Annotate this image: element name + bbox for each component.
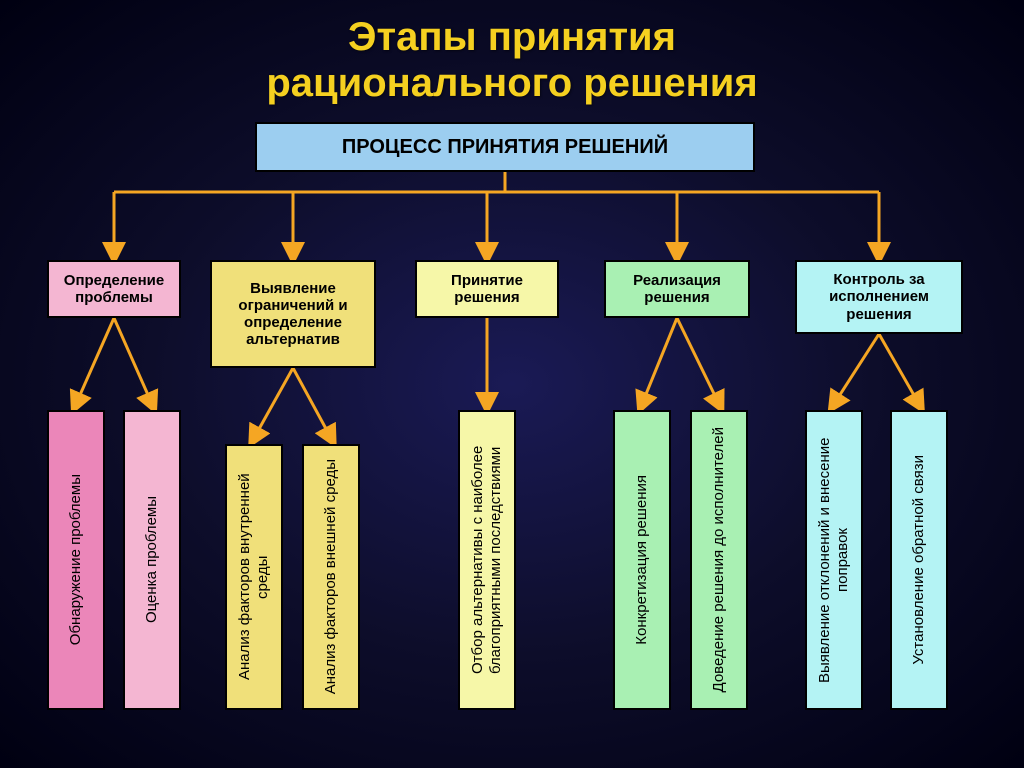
leaf-label: Доведение решения до исполнителей — [710, 427, 728, 692]
stage-label: Принятие решения — [423, 272, 551, 307]
leaf-label: Отбор альтернативы с наиболее благоприят… — [469, 418, 505, 702]
stage-label: Выявление ограничений и определение альт… — [218, 280, 368, 349]
leaf-box: Отбор альтернативы с наиболее благоприят… — [458, 410, 516, 710]
stage-s1: Определение проблемы — [47, 260, 181, 318]
leaf-label: Обнаружение проблемы — [67, 474, 85, 645]
stage-label: Реализация решения — [612, 272, 742, 307]
leaf-label: Анализ факторов внутренней среды — [236, 452, 272, 702]
title-line-1: Этапы принятия — [348, 15, 676, 59]
stage-label: Определение проблемы — [55, 272, 173, 307]
leaf-label: Установление обратной связи — [910, 455, 928, 665]
leaf-label: Оценка проблемы — [143, 496, 161, 623]
stage-s5: Контроль за исполнением решения — [795, 260, 963, 334]
leaf-box: Выявление отклонений и внесение поправок — [805, 410, 863, 710]
leaf-box: Установление обратной связи — [890, 410, 948, 710]
leaf-box: Конкретизация решения — [613, 410, 671, 710]
page-title: Этапы принятия рационального решения — [0, 0, 1024, 106]
leaf-box: Оценка проблемы — [123, 410, 181, 710]
leaf-label: Выявление отклонений и внесение поправок — [816, 418, 852, 702]
root-label: ПРОЦЕСС ПРИНЯТИЯ РЕШЕНИЙ — [342, 136, 668, 159]
leaf-label: Конкретизация решения — [633, 475, 651, 645]
title-line-2: рационального решения — [266, 61, 757, 105]
leaf-label: Анализ факторов внешней среды — [322, 459, 340, 694]
stage-label: Контроль за исполнением решения — [803, 271, 955, 323]
stage-s2: Выявление ограничений и определение альт… — [210, 260, 376, 368]
root-node: ПРОЦЕСС ПРИНЯТИЯ РЕШЕНИЙ — [255, 122, 755, 172]
leaf-box: Доведение решения до исполнителей — [690, 410, 748, 710]
leaf-box: Анализ факторов внутренней среды — [225, 444, 283, 710]
stage-s4: Реализация решения — [604, 260, 750, 318]
leaf-box: Анализ факторов внешней среды — [302, 444, 360, 710]
leaf-box: Обнаружение проблемы — [47, 410, 105, 710]
stage-s3: Принятие решения — [415, 260, 559, 318]
